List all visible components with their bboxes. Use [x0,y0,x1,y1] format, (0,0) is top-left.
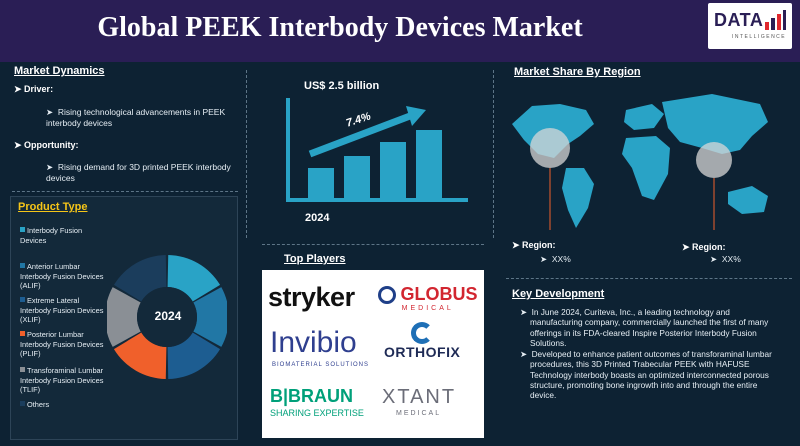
legend-item: Interbody Fusion Devices [20,226,104,245]
legend-swatch [20,297,25,302]
legend-swatch [20,331,25,336]
key-development-item-1: ➤ In June 2024, Curiteva, Inc., a leadin… [520,307,769,348]
market-value: US$ 2.5 billion [304,80,380,92]
region-left-label: ➤ Region: [512,240,556,250]
xtant-logo: XTANT [382,386,457,408]
legend-label: Extreme Lateral Interbody Fusion Devices… [20,296,104,325]
globus-sub-text: MEDICAL [401,305,454,312]
growth-arrow-head [406,106,426,126]
invibio-logo: Invibio [270,326,357,359]
driver-label: ➤ Driver: [14,84,54,94]
divider-players [262,244,484,245]
region-highlight-right [696,142,732,178]
bbraun-sub-logo: SHARING EXPERTISE [270,408,364,418]
region-left-value-text: XX% [551,254,571,264]
legend-swatch [20,401,25,406]
axis-lines [286,98,468,202]
stryker-logo: stryker [268,282,355,312]
top-players-heading: Top Players [284,253,346,265]
donut-segment [167,255,221,302]
growth-bar-graphic [286,98,468,202]
globus-text: GLOBUS [400,284,478,304]
legend-label: Interbody Fusion Devices [20,226,83,245]
key-development-item-2-text: Developed to enhance patient outcomes of… [530,349,772,401]
bbraun-logo: B|BRAUN [270,386,354,406]
growth-bar-1 [308,168,334,200]
growth-bar-2 [344,156,370,200]
driver-label-text: Driver: [24,84,54,94]
legend-item: Posterior Lumbar Interbody Fusion Device… [20,330,104,359]
opportunity-text: ➤ Rising demand for 3D printed PEEK inte… [46,162,231,183]
top-players-panel: stryker GLOBUS MEDICAL Invibio BIOMATERI… [262,270,484,438]
bar-chart-icon [765,10,786,30]
key-development-item-1-text: In June 2024, Curiteva, Inc., a leading … [530,307,769,348]
product-type-heading: Product Type [18,201,88,213]
region-right-value: ➤ XX% [710,254,741,264]
header-banner: Global PEEK Interbody Devices Market DAT… [0,0,800,62]
region-highlight-left [530,128,570,168]
opportunity-text-value: Rising demand for 3D printed PEEK interb… [46,162,231,183]
map-australia [728,186,768,214]
opportunity-label: ➤ Opportunity: [14,140,79,150]
world-map-graphic [512,94,768,230]
region-left-value: ➤ XX% [540,254,571,264]
market-dynamics-heading: Market Dynamics [14,65,105,77]
region-right-label: ➤ Region: [682,242,726,252]
key-development-list: ➤ In June 2024, Curiteva, Inc., a leadin… [518,307,780,402]
orthofix-text: ORTHOFIX [384,344,461,360]
key-development-item-2: ➤ Developed to enhance patient outcomes … [520,349,772,401]
region-right-value-text: XX% [721,254,741,264]
donut-segment [113,255,167,302]
globe-icon [378,285,396,304]
map-asia [662,94,768,154]
donut-segment [193,287,227,347]
legend-label: Anterior Lumbar Interbody Fusion Devices… [20,262,104,291]
orthofix-logo: ORTHOFIX [384,322,460,360]
map-europe [624,104,664,130]
key-development-heading: Key Development [512,288,605,300]
legend-item: Anterior Lumbar Interbody Fusion Devices… [20,262,104,291]
driver-text: ➤ Rising technological advancements in P… [46,107,226,128]
legend-label: Posterior Lumbar Interbody Fusion Device… [20,330,104,359]
divider-region [506,278,792,279]
growth-year: 2024 [305,212,330,224]
region-left-label-text: Region: [522,240,556,250]
logo-sub-text: INTELLIGENCE [732,34,787,40]
legend-swatch [20,263,25,268]
map-africa [622,136,670,200]
market-share-heading: Market Share By Region [514,66,641,78]
divider-vertical-left [246,70,247,238]
globus-logo: GLOBUS MEDICAL [378,284,477,312]
growth-bar-4 [416,130,442,200]
map-south-america [562,168,594,228]
legend-swatch [20,227,25,232]
donut-segment [113,332,167,379]
driver-text-value: Rising technological advancements in PEE… [46,107,226,128]
divider-vertical-right [493,70,494,238]
datam-logo: DATA INTELLIGENCE [708,3,792,49]
legend-item: Others [20,400,104,410]
invibio-sub-logo: BIOMATERIAL SOLUTIONS [272,362,370,368]
legend-item: Transforaminal Lumbar Interbody Fusion D… [20,366,104,395]
growth-arrow-line [308,112,412,158]
page-title: Global PEEK Interbody Devices Market [97,12,583,43]
opportunity-label-text: Opportunity: [24,140,79,150]
region-right-label-text: Region: [692,242,726,252]
legend-label: Transforaminal Lumbar Interbody Fusion D… [20,366,104,395]
legend-label: Others [27,400,50,409]
legend-item: Extreme Lateral Interbody Fusion Devices… [20,296,104,325]
legend-swatch [20,367,25,372]
product-type-donut-chart [107,255,227,379]
divider-dynamics [12,191,238,192]
orthofix-icon [411,322,434,344]
xtant-sub-logo: MEDICAL [396,410,442,417]
donut-segment [167,332,221,379]
donut-center-label: 2024 [154,309,182,323]
growth-bar-3 [380,142,406,200]
donut-hole [137,287,197,347]
donut-segment [107,287,141,347]
logo-main-text: DATA [714,10,764,30]
